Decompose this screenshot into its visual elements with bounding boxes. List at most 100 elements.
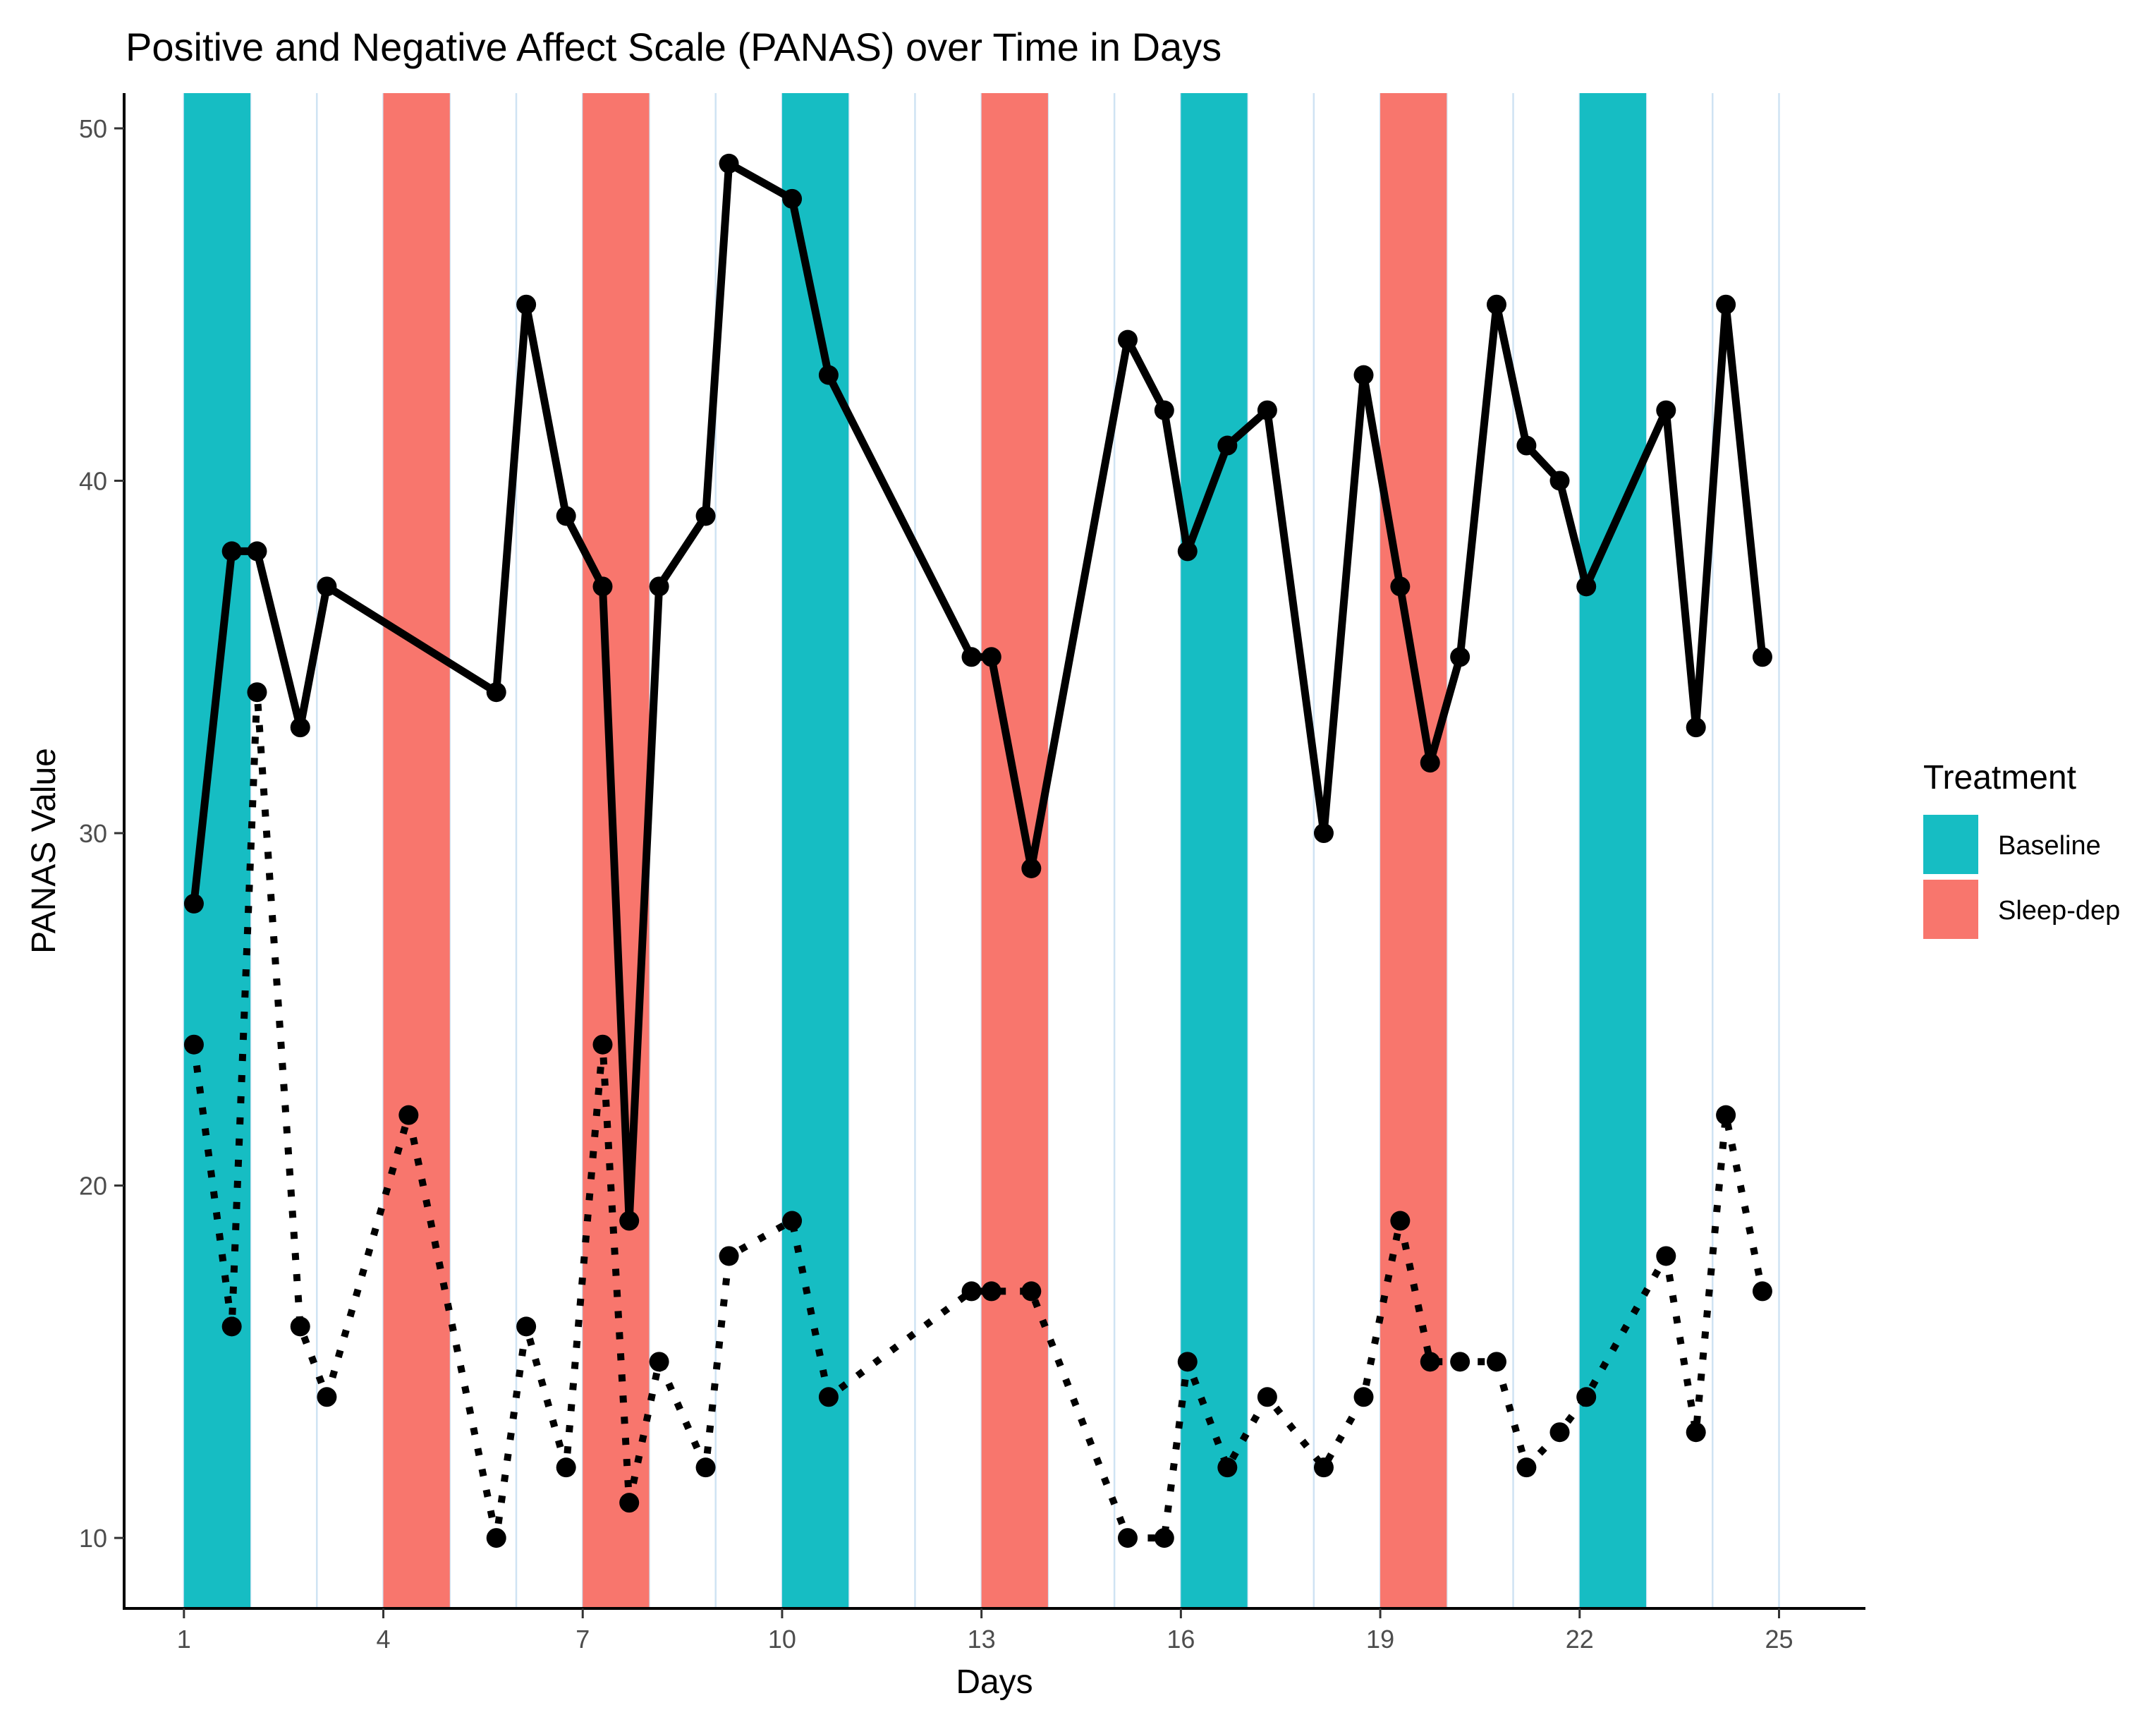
data-point-dotted-7 — [486, 1528, 506, 1548]
legend-label-baseline: Baseline — [1998, 831, 2101, 861]
data-point-solid-30 — [1516, 435, 1537, 456]
data-point-solid-22 — [1217, 435, 1238, 456]
data-point-solid-31 — [1549, 471, 1570, 491]
x-tick-label-25: 25 — [1765, 1625, 1793, 1654]
x-tick-label-1: 1 — [177, 1625, 191, 1654]
data-point-dotted-36 — [1716, 1105, 1736, 1125]
data-point-dotted-19 — [1021, 1281, 1042, 1302]
data-point-solid-11 — [649, 576, 669, 597]
data-point-solid-34 — [1686, 717, 1706, 738]
data-point-solid-24 — [1313, 823, 1334, 844]
data-point-dotted-33 — [1576, 1387, 1597, 1407]
legend-swatch-baseline — [1923, 815, 1978, 874]
data-point-solid-13 — [719, 153, 739, 174]
y-tick-label-10: 10 — [79, 1524, 107, 1553]
data-point-solid-9 — [592, 576, 613, 597]
data-point-solid-23 — [1257, 400, 1277, 420]
data-point-solid-15 — [818, 365, 839, 385]
data-point-solid-5 — [317, 576, 337, 597]
data-point-dotted-29 — [1450, 1352, 1470, 1372]
band-baseline-day-16 — [1181, 93, 1248, 1608]
data-point-solid-33 — [1656, 400, 1676, 420]
data-point-dotted-30 — [1486, 1352, 1506, 1372]
data-point-solid-6 — [486, 682, 506, 703]
series-points — [183, 153, 1772, 1548]
data-point-solid-18 — [1021, 858, 1042, 878]
data-point-solid-35 — [1716, 294, 1736, 315]
x-tick-label-10: 10 — [768, 1625, 796, 1654]
y-tick-label-30: 30 — [79, 819, 107, 848]
legend-swatch-sleep-dep — [1923, 880, 1978, 939]
y-axis-title: PANAS Value — [25, 748, 63, 954]
data-point-dotted-24 — [1257, 1387, 1277, 1407]
data-point-dotted-27 — [1390, 1211, 1411, 1231]
band-baseline-day-10 — [781, 93, 849, 1608]
data-point-solid-29 — [1486, 294, 1506, 315]
data-point-dotted-37 — [1752, 1281, 1772, 1302]
data-point-dotted-11 — [619, 1493, 640, 1513]
band-sleep-dep-day-4 — [383, 93, 450, 1608]
axis-ticks: 1 4 7 10 13 16 19 22 25 10 20 30 40 50 — [79, 114, 1793, 1654]
x-axis-title: Days — [956, 1663, 1033, 1701]
data-point-solid-25 — [1353, 365, 1374, 385]
band-baseline-day-22 — [1579, 93, 1647, 1608]
data-point-solid-8 — [556, 506, 576, 526]
data-point-dotted-26 — [1353, 1387, 1374, 1407]
band-sleep-dep-day-19 — [1380, 93, 1447, 1608]
data-point-solid-20 — [1154, 400, 1174, 420]
data-point-dotted-34 — [1656, 1246, 1676, 1266]
data-point-dotted-3 — [247, 682, 267, 703]
data-point-solid-19 — [1117, 329, 1138, 350]
data-point-dotted-2 — [221, 1316, 242, 1337]
data-point-solid-36 — [1752, 647, 1772, 667]
data-point-dotted-25 — [1313, 1457, 1334, 1478]
x-tick-label-13: 13 — [968, 1625, 996, 1654]
data-point-dotted-5 — [317, 1387, 337, 1407]
data-point-solid-14 — [782, 188, 803, 209]
data-point-dotted-16 — [818, 1387, 839, 1407]
data-point-solid-4 — [290, 717, 310, 738]
axes — [123, 93, 1865, 1610]
data-point-solid-32 — [1576, 576, 1597, 597]
data-point-dotted-15 — [782, 1211, 803, 1231]
data-point-solid-28 — [1450, 647, 1470, 667]
data-point-dotted-8 — [516, 1316, 537, 1337]
data-point-dotted-12 — [649, 1352, 669, 1372]
data-point-dotted-1 — [183, 1034, 204, 1055]
data-point-dotted-23 — [1217, 1457, 1238, 1478]
data-point-solid-2 — [221, 541, 242, 562]
data-point-dotted-31 — [1516, 1457, 1537, 1478]
data-point-dotted-20 — [1117, 1528, 1138, 1548]
data-point-dotted-13 — [695, 1457, 716, 1478]
band-baseline-day-1 — [183, 93, 251, 1608]
data-point-solid-17 — [981, 647, 1001, 667]
y-tick-label-20: 20 — [79, 1172, 107, 1201]
x-tick-label-22: 22 — [1566, 1625, 1594, 1654]
data-point-dotted-9 — [556, 1457, 576, 1478]
data-point-solid-27 — [1420, 753, 1440, 773]
legend-label-sleep-dep: Sleep-dep — [1998, 896, 2120, 926]
data-point-solid-12 — [695, 506, 716, 526]
data-point-solid-21 — [1177, 541, 1198, 562]
x-tick-label-7: 7 — [575, 1625, 590, 1654]
data-point-solid-1 — [183, 893, 204, 914]
data-point-dotted-10 — [592, 1034, 613, 1055]
data-point-dotted-32 — [1549, 1422, 1570, 1443]
chart-title: Positive and Negative Affect Scale (PANA… — [126, 25, 1222, 69]
x-tick-label-19: 19 — [1366, 1625, 1394, 1654]
legend-title: Treatment — [1923, 759, 2076, 796]
data-point-dotted-21 — [1154, 1528, 1174, 1548]
legend: Treatment Baseline Sleep-dep — [1923, 759, 2120, 939]
data-point-dotted-14 — [719, 1246, 739, 1266]
data-point-dotted-18 — [981, 1281, 1001, 1302]
data-point-dotted-22 — [1177, 1352, 1198, 1372]
data-point-solid-16 — [961, 647, 982, 667]
data-point-dotted-35 — [1686, 1422, 1706, 1443]
data-point-solid-10 — [619, 1211, 640, 1231]
data-point-solid-26 — [1390, 576, 1411, 597]
data-point-dotted-4 — [290, 1316, 310, 1337]
x-tick-label-4: 4 — [377, 1625, 391, 1654]
data-point-solid-7 — [516, 294, 537, 315]
data-point-solid-3 — [247, 541, 267, 562]
